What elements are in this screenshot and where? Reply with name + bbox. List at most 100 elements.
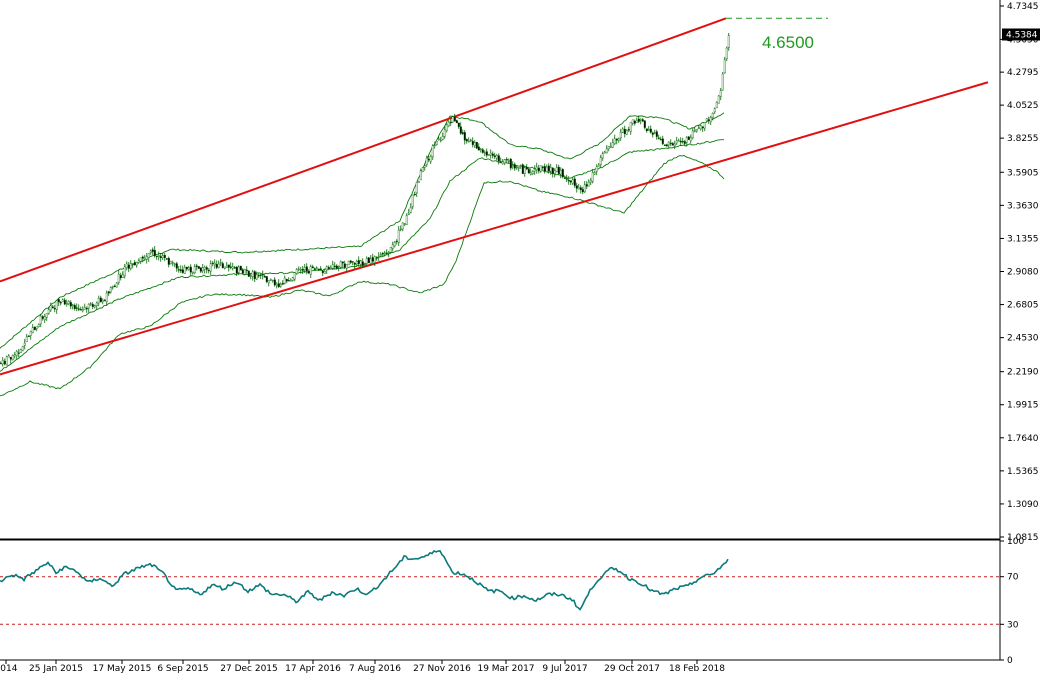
candle[interactable]	[197, 266, 200, 269]
candle[interactable]	[719, 87, 722, 101]
candle[interactable]	[551, 167, 554, 178]
candle[interactable]	[537, 164, 540, 174]
candle[interactable]	[5, 355, 8, 366]
candle[interactable]	[473, 140, 476, 148]
candle[interactable]	[545, 164, 548, 173]
candle[interactable]	[359, 259, 362, 267]
candle[interactable]	[385, 249, 388, 255]
candle[interactable]	[87, 303, 90, 313]
candle[interactable]	[327, 265, 330, 269]
candle[interactable]	[277, 279, 280, 289]
candle[interactable]	[185, 266, 188, 272]
candle[interactable]	[171, 260, 174, 267]
candle[interactable]	[77, 304, 80, 312]
candle[interactable]	[439, 136, 442, 143]
candle[interactable]	[365, 256, 368, 266]
candle[interactable]	[405, 213, 408, 225]
candle[interactable]	[181, 265, 184, 274]
candle[interactable]	[275, 282, 278, 289]
candle[interactable]	[261, 270, 264, 280]
candle[interactable]	[465, 138, 468, 144]
candle[interactable]	[221, 261, 224, 269]
candle[interactable]	[467, 137, 470, 143]
candle[interactable]	[235, 266, 238, 276]
candle[interactable]	[347, 260, 350, 266]
candle[interactable]	[245, 266, 248, 274]
candle[interactable]	[641, 117, 644, 123]
candle[interactable]	[435, 141, 438, 146]
candle[interactable]	[431, 144, 434, 160]
candle[interactable]	[201, 264, 204, 274]
candle[interactable]	[241, 268, 244, 275]
candle[interactable]	[89, 302, 92, 307]
candle[interactable]	[399, 225, 402, 232]
candle[interactable]	[615, 138, 618, 145]
candle[interactable]	[507, 158, 510, 164]
candle[interactable]	[321, 270, 324, 277]
candle[interactable]	[369, 255, 372, 266]
candle[interactable]	[9, 356, 12, 364]
candle[interactable]	[371, 253, 374, 264]
candle[interactable]	[147, 253, 150, 262]
candle[interactable]	[183, 264, 186, 274]
candle[interactable]	[233, 265, 236, 269]
candle[interactable]	[543, 163, 546, 174]
candle[interactable]	[447, 120, 450, 128]
candle[interactable]	[623, 125, 626, 138]
candle[interactable]	[445, 123, 448, 133]
candle[interactable]	[291, 276, 294, 282]
candle[interactable]	[417, 180, 420, 183]
candle[interactable]	[113, 284, 116, 288]
candle[interactable]	[63, 297, 66, 306]
candle[interactable]	[19, 348, 22, 353]
candle[interactable]	[335, 264, 338, 270]
candle[interactable]	[475, 141, 478, 149]
candle[interactable]	[137, 258, 140, 264]
candle[interactable]	[239, 265, 242, 271]
candle[interactable]	[367, 256, 370, 264]
candle[interactable]	[231, 262, 234, 271]
candle[interactable]	[583, 181, 586, 194]
candle[interactable]	[725, 46, 728, 62]
candle[interactable]	[595, 164, 598, 176]
candle[interactable]	[413, 191, 416, 197]
candle[interactable]	[521, 163, 524, 175]
candle[interactable]	[127, 261, 130, 273]
candle[interactable]	[67, 300, 70, 306]
candle[interactable]	[107, 290, 110, 297]
candle[interactable]	[489, 149, 492, 159]
candle[interactable]	[703, 122, 706, 132]
candle[interactable]	[85, 306, 88, 313]
candle[interactable]	[565, 174, 568, 183]
candle[interactable]	[645, 128, 648, 133]
candle[interactable]	[29, 330, 32, 340]
candle[interactable]	[31, 324, 34, 334]
candle[interactable]	[487, 154, 490, 157]
candle[interactable]	[717, 95, 720, 104]
candle[interactable]	[451, 115, 454, 123]
candle[interactable]	[525, 163, 528, 171]
candle[interactable]	[159, 253, 162, 262]
candle[interactable]	[503, 158, 506, 166]
candle[interactable]	[407, 208, 410, 216]
candle[interactable]	[55, 300, 58, 314]
candle[interactable]	[589, 177, 592, 186]
candle[interactable]	[415, 182, 418, 197]
candle[interactable]	[597, 162, 600, 167]
candle[interactable]	[97, 295, 100, 307]
candle[interactable]	[699, 125, 702, 131]
candle[interactable]	[207, 268, 210, 274]
candle[interactable]	[47, 306, 50, 315]
candle[interactable]	[307, 268, 310, 274]
candle[interactable]	[209, 260, 212, 275]
candle[interactable]	[421, 167, 424, 173]
candle[interactable]	[205, 265, 208, 274]
candle[interactable]	[65, 299, 68, 307]
candle[interactable]	[49, 302, 52, 312]
candle[interactable]	[575, 182, 578, 193]
candle[interactable]	[661, 135, 664, 146]
candle[interactable]	[607, 146, 610, 152]
candle[interactable]	[45, 313, 48, 321]
candle[interactable]	[325, 265, 328, 274]
candle[interactable]	[571, 176, 574, 185]
